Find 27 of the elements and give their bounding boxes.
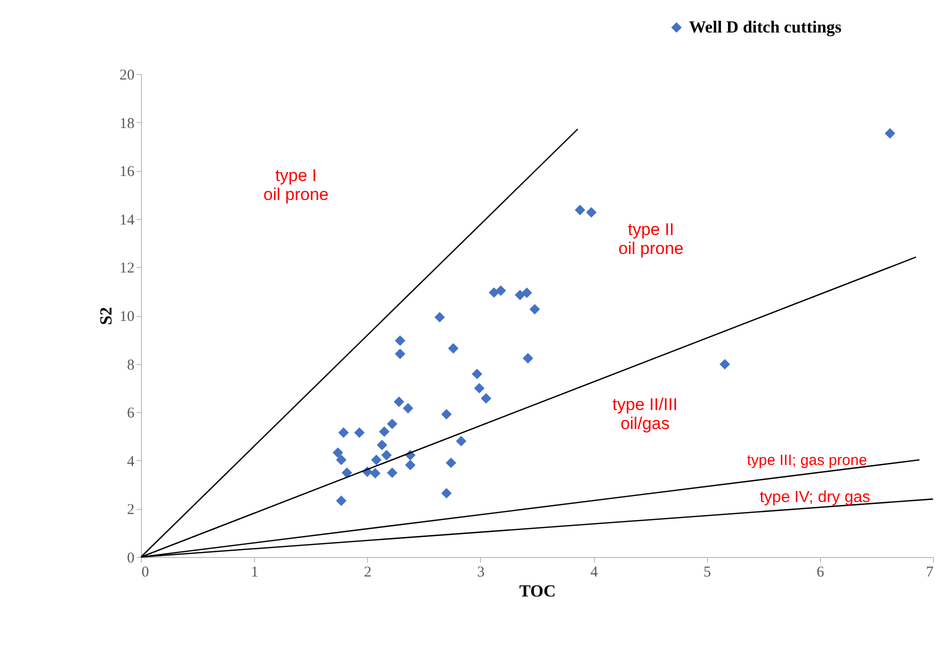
x-tick-label: 0 bbox=[142, 564, 149, 580]
x-tick-label: 1 bbox=[250, 564, 258, 580]
x-axis-title: TOC bbox=[519, 582, 556, 600]
y-tick-label: 18 bbox=[120, 116, 134, 132]
x-tick-label: 5 bbox=[703, 564, 711, 580]
y-tick-label: 2 bbox=[127, 502, 134, 518]
y-tick-label: 8 bbox=[127, 357, 134, 374]
y-tick-label: 16 bbox=[120, 164, 135, 180]
legend-label: Well D ditch cuttings bbox=[689, 18, 842, 36]
annotation: type II oil prone bbox=[618, 220, 684, 258]
y-tick-label: 10 bbox=[120, 309, 134, 325]
annotation: type IV; dry gas bbox=[760, 489, 870, 506]
x-tick-label: 6 bbox=[816, 564, 825, 580]
x-tick-label: 7 bbox=[926, 564, 934, 580]
y-tick-label: 20 bbox=[120, 68, 134, 84]
y-tick-label: 14 bbox=[120, 212, 135, 228]
y-tick-label: 6 bbox=[127, 406, 135, 422]
y-tick-label: 4 bbox=[127, 454, 135, 470]
x-tick-label: 4 bbox=[590, 564, 598, 580]
annotation: type II/III oil/gas bbox=[612, 395, 678, 433]
annotation: type I oil prone bbox=[263, 166, 329, 204]
x-tick-label: 3 bbox=[477, 564, 485, 580]
annotation: type III; gas prone bbox=[746, 452, 868, 469]
y-tick-label: 12 bbox=[120, 260, 134, 277]
y-axis-title: S2 bbox=[96, 307, 116, 325]
y-tick-label: 0 bbox=[127, 550, 134, 566]
x-tick-label: 2 bbox=[364, 564, 372, 580]
